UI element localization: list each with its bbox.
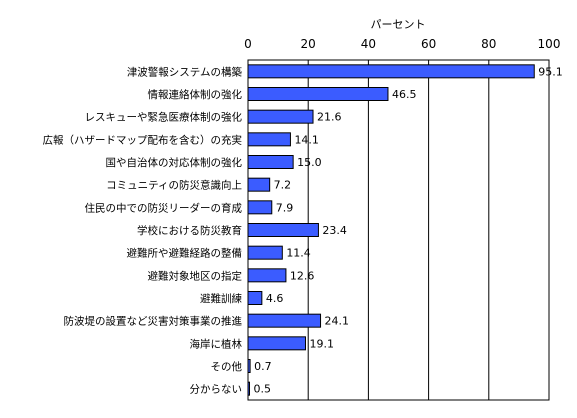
value-label: 19.1 bbox=[309, 337, 334, 350]
value-label: 95.1 bbox=[538, 65, 563, 78]
category-label: その他 bbox=[211, 360, 243, 373]
x-tick-label: 80 bbox=[481, 37, 496, 51]
x-tick-label: 60 bbox=[421, 37, 436, 51]
x-tick-label: 100 bbox=[538, 37, 561, 51]
value-label: 4.6 bbox=[266, 292, 284, 305]
plot-area-frame bbox=[247, 59, 550, 401]
category-label: 津波警報システムの構築 bbox=[127, 65, 243, 78]
x-tick-labels: 0 20 40 60 80 100 bbox=[244, 37, 560, 51]
bar bbox=[247, 268, 287, 283]
category-label: レスキューや緊急医療体制の強化 bbox=[85, 111, 243, 124]
value-label: 14.1 bbox=[294, 133, 319, 146]
category-label: 広報（ハザードマップ配布を含む）の充実 bbox=[43, 133, 243, 146]
category-label: 住民の中での防災リーダーの育成 bbox=[85, 201, 243, 214]
value-label: 15.0 bbox=[297, 156, 322, 169]
value-label: 46.5 bbox=[392, 88, 417, 101]
bar bbox=[247, 200, 273, 215]
category-label: 避難所や避難経路の整備 bbox=[127, 247, 243, 260]
category-label: 避難訓練 bbox=[200, 292, 242, 305]
category-label: 国や自治体の対応体制の強化 bbox=[106, 156, 243, 169]
value-label: 11.4 bbox=[286, 247, 311, 260]
bar bbox=[247, 64, 535, 79]
category-label: 避難対象地区の指定 bbox=[148, 269, 243, 282]
bar bbox=[247, 223, 319, 237]
value-label: 7.9 bbox=[276, 201, 294, 214]
category-labels: 津波警報システムの構築情報連絡体制の強化レスキューや緊急医療体制の強化広報（ハザ… bbox=[43, 65, 243, 395]
value-label: 21.6 bbox=[317, 111, 342, 124]
unit-label: パーセント bbox=[371, 18, 426, 31]
value-labels: 95.1 46.5 21.6 14.1 15.0 7.2 7.9 23.4 11.4 12.6 4.… bbox=[254, 65, 563, 395]
bar bbox=[247, 155, 294, 169]
x-tick-label: 0 bbox=[244, 37, 252, 51]
value-label: 23.4 bbox=[322, 224, 347, 237]
bar bbox=[247, 291, 263, 305]
value-label: 7.2 bbox=[274, 179, 292, 192]
bar bbox=[247, 109, 314, 124]
x-tick-label: 40 bbox=[361, 37, 376, 51]
value-label: 0.5 bbox=[254, 383, 272, 396]
category-label: コミュニティの防災意識向上 bbox=[106, 179, 242, 192]
category-label: 情報連絡体制の強化 bbox=[148, 88, 243, 101]
bars bbox=[247, 64, 535, 396]
bar bbox=[247, 177, 271, 192]
value-label: 12.6 bbox=[290, 269, 315, 282]
bar bbox=[247, 132, 291, 147]
category-label: 防波堤の設置など災害対策事業の推進 bbox=[64, 315, 243, 328]
bar bbox=[247, 87, 389, 101]
category-label: 海岸に植林 bbox=[190, 337, 243, 350]
value-label: 24.1 bbox=[325, 315, 350, 328]
bar bbox=[247, 245, 283, 260]
bar bbox=[247, 313, 322, 328]
value-label: 0.7 bbox=[254, 360, 272, 373]
bar bbox=[247, 336, 306, 351]
category-label: 分からない bbox=[190, 384, 243, 396]
category-label: 学校における防災教育 bbox=[137, 224, 242, 237]
x-tick-label: 20 bbox=[301, 37, 316, 51]
